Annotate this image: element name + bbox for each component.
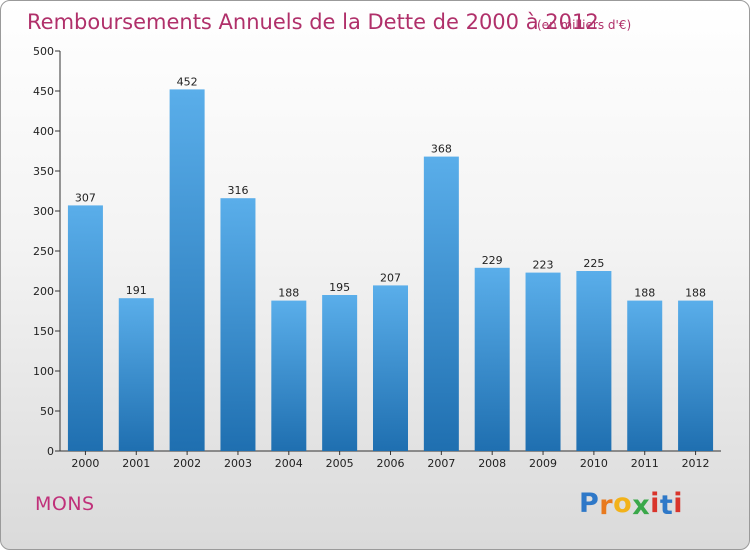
y-tick-label: 250 [33,245,54,258]
bar [678,300,714,451]
y-tick-label: 500 [33,45,54,58]
y-tick-label: 400 [33,125,54,138]
data-labels-group: 307 191 452 316 188 195 207 368 229 223 225 188 188 [75,75,706,299]
x-tick-label: 2001 [122,457,150,470]
x-tick-label: 2011 [631,457,659,470]
bar [576,271,612,451]
bar [118,298,154,451]
x-tick-label: 2007 [427,457,455,470]
data-label: 452 [177,75,198,88]
y-tick-label: 0 [47,445,54,458]
bar [627,300,663,451]
x-tick-label: 2004 [275,457,303,470]
y-tick-label: 50 [40,405,54,418]
x-tick-label: 2002 [173,457,201,470]
bar [271,300,307,451]
logo-letter: P [579,488,600,519]
logo-letter: x [632,490,651,521]
chart-subtitle: (en milliers d'€) [537,18,631,32]
commune-name: MONS [35,493,95,515]
x-tick-label: 2005 [326,457,354,470]
logo-letter: i [650,488,660,519]
x-tick-label: 2012 [682,457,710,470]
bar [474,267,510,451]
logo-letter: r [599,490,614,521]
data-label: 229 [482,254,503,267]
logo-letter: i [673,488,684,519]
y-tick-label: 350 [33,165,54,178]
x-tick-label: 2010 [580,457,608,470]
x-tick-label: 2009 [529,457,557,470]
x-axis: 2000 2001 2002 2003 2004 2005 2006 2007 2008 2009… [60,450,721,470]
x-tick-label: 2000 [71,457,99,470]
data-label: 188 [634,287,655,300]
chart-title: Remboursements Annuels de la Dette de 20… [27,10,599,34]
x-tick-label: 2003 [224,457,252,470]
data-label: 368 [431,143,452,156]
logo-letter: t [659,490,674,521]
x-tick-label: 2008 [478,457,506,470]
y-tick-label: 450 [33,85,54,98]
data-label: 191 [126,284,147,297]
bar [67,205,103,451]
y-axis: 0 50 100 150 200 250 300 350 400 450 500 [33,45,61,458]
data-label: 225 [583,257,604,270]
bar [322,295,358,451]
bar [169,89,205,452]
data-label: 188 [685,287,706,300]
y-tick-label: 100 [33,365,54,378]
data-label: 188 [278,287,299,300]
data-label: 207 [380,271,401,284]
bar [423,156,459,451]
bars-group [67,89,714,452]
data-label: 223 [533,259,554,272]
proxiti-logo: Proxiti [579,488,684,521]
y-tick-label: 300 [33,205,54,218]
y-tick-label: 200 [33,285,54,298]
data-label: 195 [329,281,350,294]
bar [220,198,256,451]
y-tick-label: 150 [33,325,54,338]
x-tick-label: 2006 [377,457,405,470]
logo-letter: o [613,488,633,519]
bar [525,272,561,451]
data-label: 316 [227,184,248,197]
bar [373,285,408,451]
data-label: 307 [75,191,96,204]
